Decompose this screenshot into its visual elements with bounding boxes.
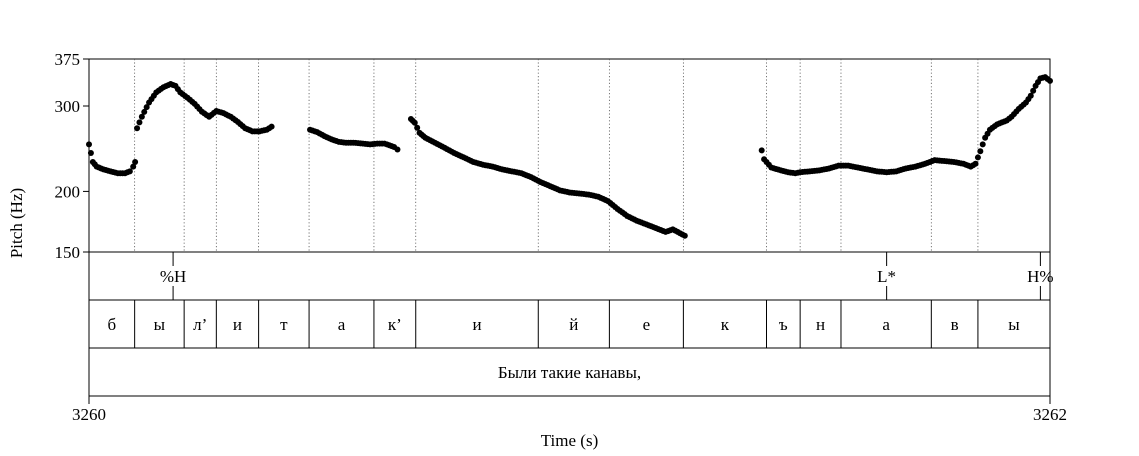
pitch-point (132, 158, 139, 165)
pitch-point (86, 141, 92, 148)
pitch-point (141, 108, 148, 115)
pitch-point (136, 119, 143, 126)
pitch-point (143, 104, 150, 111)
segment-label: т (280, 315, 288, 334)
y-tick-label: 150 (55, 243, 81, 262)
phrase-tier: Были такие канавы, (88, 347, 1051, 397)
x-tick-label-end: 3262 (1033, 405, 1067, 424)
segment-label: л’ (193, 315, 207, 334)
segment-label: й (569, 315, 578, 334)
pitch-point (414, 124, 421, 131)
segment-label: а (338, 315, 346, 334)
pitch-point (977, 148, 984, 155)
pitch-plot (88, 58, 1051, 253)
segment-label: ы (154, 315, 166, 334)
segment-label: е (643, 315, 651, 334)
pitch-point (681, 232, 688, 239)
pitch-point (758, 147, 765, 154)
pitch-point (1030, 87, 1037, 94)
pitch-points (86, 74, 1053, 239)
y-tick-label: 200 (55, 182, 81, 201)
x-tick-label-start: 3260 (72, 405, 106, 424)
pitch-point (130, 163, 137, 170)
pitch-point (87, 150, 94, 157)
pitch-point (394, 146, 401, 153)
phrase-tier-frame (88, 347, 1051, 397)
segment-label: б (107, 315, 116, 334)
y-tick-label: 300 (55, 97, 81, 116)
pitch-point (134, 125, 141, 132)
segment-label: н (816, 315, 825, 334)
segment-tier: б ы л’ и т а к’ и й е к ъ н а в ы (88, 299, 1051, 349)
segment-label: к (721, 315, 730, 334)
pitch-plot-frame (88, 58, 1051, 253)
tone-label: H% (1027, 267, 1053, 286)
tone-tier: %H L* H% (88, 251, 1054, 301)
pitch-point (268, 123, 275, 130)
y-axis-ticks: 150 200 300 375 (55, 50, 89, 262)
pitch-point (972, 160, 979, 167)
segment-label: к’ (388, 315, 402, 334)
segment-label: ъ (779, 315, 788, 334)
phrase-label: Были такие канавы, (498, 363, 641, 382)
segment-label: и (233, 315, 242, 334)
x-axis-label: Time (s) (541, 431, 598, 450)
tone-label: %H (160, 267, 186, 286)
segment-label: в (951, 315, 959, 334)
tone-label: L* (877, 267, 896, 286)
tone-tier-frame (88, 251, 1051, 301)
segment-label: и (472, 315, 481, 334)
pitch-point (974, 154, 981, 161)
pitch-point (1027, 92, 1034, 99)
segment-label: а (882, 315, 890, 334)
pitch-point (1047, 77, 1053, 84)
y-tick-label: 375 (55, 50, 81, 69)
y-axis-label: Pitch (Hz) (7, 188, 26, 258)
x-axis: 3260 3262 Time (s) (72, 396, 1067, 450)
pitch-point (979, 141, 986, 148)
pitch-point (411, 119, 418, 126)
segment-label: ы (1008, 315, 1020, 334)
pitch-point (126, 168, 133, 175)
pitch-point (138, 113, 145, 120)
segment-boundary-lines (134, 59, 979, 252)
